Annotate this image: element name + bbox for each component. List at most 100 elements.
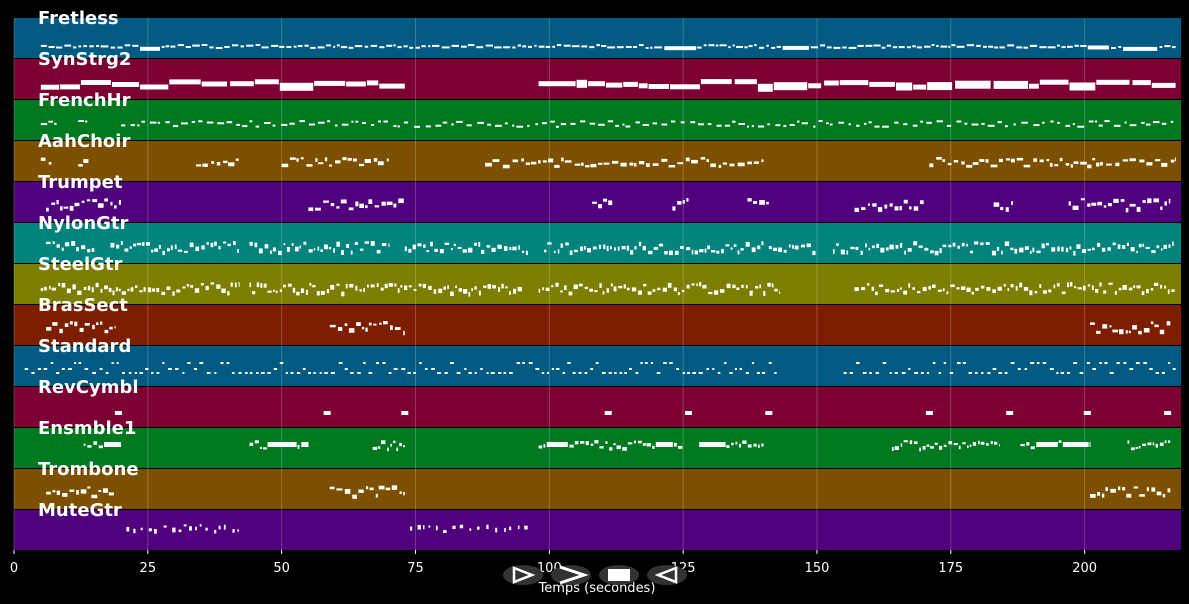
note: [1005, 125, 1008, 128]
note: [936, 120, 943, 123]
note: [56, 46, 63, 49]
note: [104, 442, 122, 447]
note: [63, 206, 69, 209]
note: [329, 324, 336, 328]
note: [273, 289, 275, 292]
note: [346, 81, 366, 87]
note: [779, 291, 781, 295]
note: [345, 283, 348, 289]
note: [1034, 291, 1038, 294]
note: [1141, 121, 1145, 124]
note: [110, 242, 115, 248]
note: [216, 162, 221, 166]
note: [296, 372, 301, 374]
note: [126, 527, 130, 532]
note: [291, 243, 294, 246]
note: [401, 368, 406, 370]
note: [223, 241, 227, 244]
note: [606, 246, 609, 251]
note: [734, 79, 757, 85]
note: [1077, 125, 1085, 128]
note: [642, 124, 649, 126]
note: [415, 46, 420, 49]
note: [148, 287, 152, 293]
note: [443, 530, 447, 533]
note: [1042, 121, 1045, 124]
note: [1147, 198, 1152, 204]
note: [61, 247, 64, 251]
note: [674, 250, 679, 255]
note: [354, 241, 358, 245]
note: [233, 241, 236, 245]
note: [661, 158, 668, 162]
note: [789, 124, 795, 126]
note: [43, 368, 48, 370]
note: [698, 372, 703, 374]
note: [1149, 368, 1153, 370]
note: [279, 45, 285, 48]
note: [544, 249, 547, 253]
note: [685, 157, 690, 162]
note: [133, 528, 136, 534]
note: [234, 282, 237, 288]
note: [1102, 493, 1105, 498]
note: [652, 289, 656, 292]
note: [376, 283, 379, 287]
note: [1123, 362, 1127, 364]
note: [672, 206, 676, 211]
note: [434, 248, 438, 252]
note: [1011, 201, 1014, 205]
note: [117, 46, 123, 49]
note: [886, 44, 891, 47]
note: [680, 246, 684, 249]
note: [517, 286, 522, 292]
note: [961, 161, 965, 165]
note: [363, 288, 365, 292]
note: [848, 46, 857, 49]
note: [60, 206, 63, 211]
note: [230, 81, 254, 87]
note: [264, 122, 271, 124]
note: [379, 83, 405, 89]
note: [909, 440, 913, 445]
track-notes-revcymbl: [114, 411, 1172, 415]
note: [49, 285, 51, 290]
note: [663, 362, 667, 364]
note: [1083, 411, 1091, 415]
note: [352, 494, 357, 499]
note: [1154, 282, 1159, 286]
note: [76, 247, 79, 252]
note: [608, 372, 612, 374]
note: [112, 290, 115, 296]
note: [182, 372, 185, 374]
note: [387, 447, 389, 452]
note: [1099, 362, 1102, 364]
note: [980, 441, 985, 445]
note: [818, 120, 823, 122]
rewind-button[interactable]: [647, 565, 687, 585]
note: [856, 124, 860, 127]
note: [702, 284, 707, 289]
stop-button[interactable]: [599, 565, 639, 585]
note: [680, 121, 685, 124]
play-button[interactable]: [503, 565, 543, 585]
note: [762, 372, 766, 374]
note: [139, 290, 143, 293]
track-label: Trombone: [38, 459, 139, 480]
note: [1081, 249, 1086, 253]
note: [976, 44, 981, 47]
note: [74, 321, 78, 327]
fast-forward-button[interactable]: [551, 565, 591, 585]
note: [592, 201, 597, 204]
note: [962, 362, 966, 364]
note: [444, 372, 448, 374]
note: [232, 529, 235, 533]
track-lane-fretless: [14, 18, 1181, 58]
track-label: SteelGtr: [38, 254, 123, 275]
note: [504, 246, 508, 251]
note: [404, 285, 408, 291]
note: [1153, 198, 1159, 203]
note: [143, 287, 146, 292]
note: [316, 291, 320, 296]
note: [538, 445, 543, 449]
